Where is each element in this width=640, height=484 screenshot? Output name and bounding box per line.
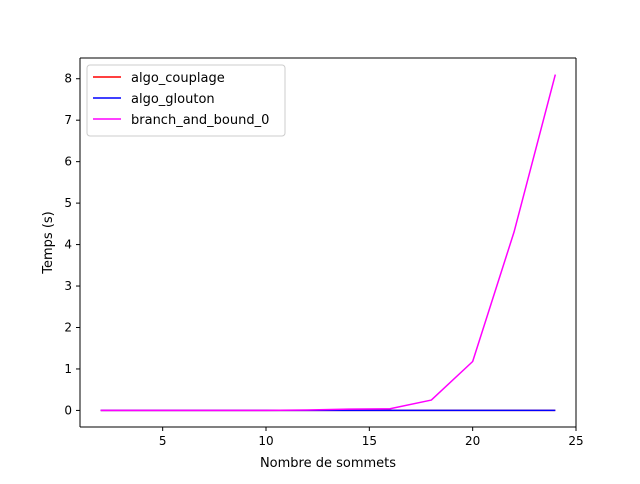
x-tick-label: 15 [362,434,377,448]
legend-label: algo_couplage [131,71,225,86]
x-axis-ticks: 5 10 15 20 25 [159,427,584,448]
y-tick-label: 3 [64,279,72,293]
x-tick-label: 25 [568,434,583,448]
y-tick-label: 4 [64,238,72,252]
x-tick-label: 20 [465,434,480,448]
y-tick-label: 7 [64,113,72,127]
y-tick-label: 2 [64,320,72,334]
y-tick-label: 1 [64,362,72,376]
legend-box [86,64,286,137]
series-layer [100,74,557,412]
y-axis-ticks: 0 1 2 3 4 5 6 7 8 [64,72,80,417]
y-tick-label: 6 [64,155,72,169]
legend-label: algo_glouton [131,92,215,107]
y-tick-label: 5 [64,196,72,210]
x-axis-label: Nombre de sommets [260,456,396,471]
y-tick-label: 8 [64,72,72,86]
y-axis-label: Temps (s) [41,211,56,274]
x-tick-label: 10 [258,434,273,448]
x-tick-label: 5 [159,434,167,448]
legend: algo_couplage algo_glouton branch_and_boun… [86,64,286,137]
legend-label: branch_and_bound_0 [131,113,269,128]
series-line-branch-and-bound-0 [100,74,557,412]
y-tick-label: 0 [64,403,72,417]
